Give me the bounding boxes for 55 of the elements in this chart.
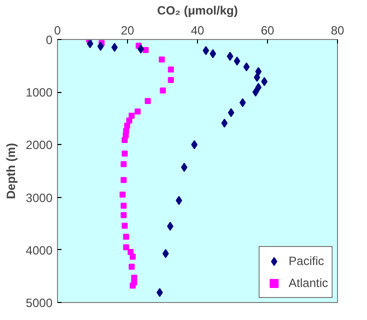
y-tick-label: 2000 — [26, 138, 53, 152]
legend-label: Pacific — [288, 254, 324, 268]
y-axis-title: Depth (m) — [4, 142, 18, 199]
point — [134, 108, 141, 115]
point — [120, 192, 126, 198]
point — [255, 82, 262, 92]
y-tick-label: 4000 — [26, 243, 53, 258]
point — [86, 40, 94, 48]
point — [120, 212, 127, 218]
point — [202, 46, 210, 56]
point — [144, 98, 151, 104]
point — [221, 118, 228, 128]
point — [234, 56, 240, 66]
point — [130, 282, 136, 289]
point — [261, 77, 268, 86]
y-tick-label: 1000 — [26, 86, 53, 100]
point — [252, 88, 259, 97]
point — [243, 62, 250, 72]
point — [162, 249, 169, 258]
point — [239, 98, 246, 108]
point — [120, 176, 127, 183]
point — [228, 108, 234, 118]
legend-label: Atlantic — [288, 276, 328, 290]
point — [130, 254, 136, 260]
point — [176, 196, 182, 205]
point — [126, 118, 132, 124]
point — [168, 66, 174, 72]
point — [226, 52, 234, 61]
point — [160, 88, 166, 94]
point — [120, 161, 127, 168]
point — [254, 72, 260, 82]
point — [122, 150, 128, 157]
x-axis-title: CO₂ (μmol/kg) — [157, 4, 238, 18]
point — [142, 47, 149, 54]
point — [123, 234, 130, 240]
x-tick-label: 20 — [120, 24, 134, 38]
point — [111, 42, 118, 52]
point — [120, 202, 127, 209]
x-tick-label: 40 — [190, 24, 204, 38]
point — [255, 67, 262, 76]
x-tick-label: 60 — [260, 24, 274, 38]
y-tick-label: 5000 — [26, 296, 53, 310]
point — [97, 42, 104, 51]
y-tick-label: 3000 — [26, 190, 53, 205]
point — [128, 264, 135, 270]
x-tick-label: 80 — [330, 24, 344, 38]
point — [158, 56, 165, 62]
point — [210, 49, 216, 58]
point — [168, 77, 174, 83]
x-tick-label: 0 — [54, 24, 62, 38]
point — [123, 244, 130, 250]
y-tick-label: 0 — [46, 33, 53, 47]
point — [191, 140, 198, 150]
point — [122, 222, 128, 229]
point — [122, 136, 128, 143]
